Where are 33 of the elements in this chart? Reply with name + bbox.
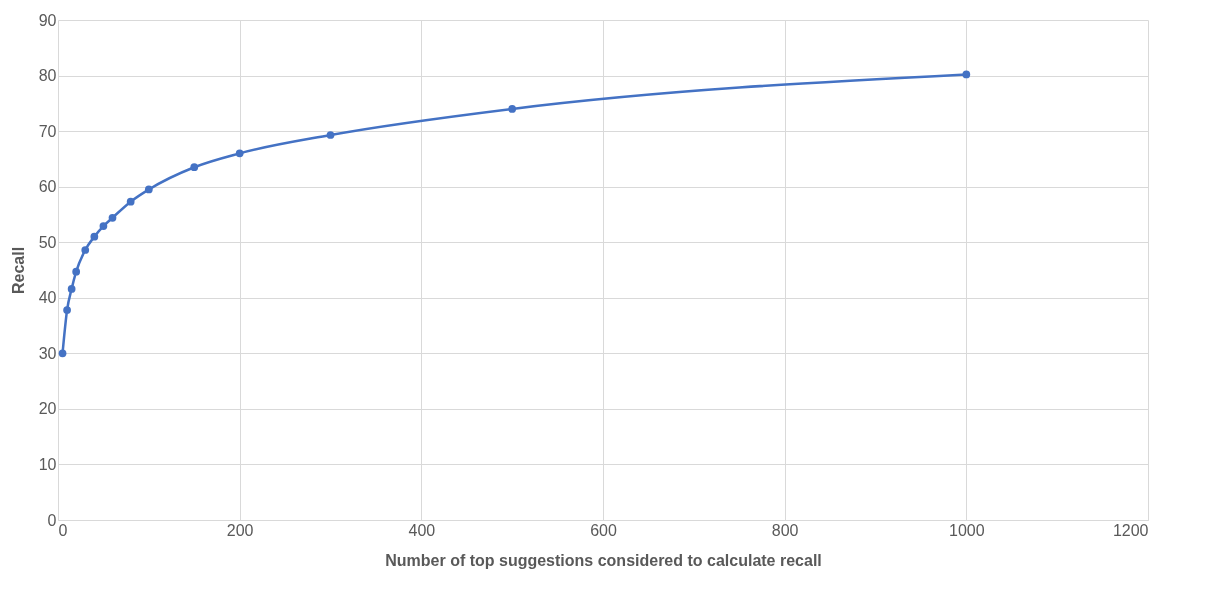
y-axis-title: Recall	[9, 246, 27, 295]
y-tick-label: 90	[38, 11, 57, 29]
x-tick-label: 400	[408, 521, 436, 539]
y-tick-label: 10	[38, 455, 57, 473]
point	[235, 149, 244, 158]
y-tick-label: 60	[38, 178, 57, 196]
x-tick-label: 1000	[949, 521, 985, 539]
x-tick-label: 0	[58, 521, 68, 539]
point	[326, 131, 335, 139]
x-axis-title: Number of top suggestions considered to calculate recall	[385, 551, 822, 569]
point	[90, 232, 99, 241]
y-tick-label: 20	[38, 400, 57, 418]
point	[81, 246, 90, 254]
x-tick-label: 600	[590, 521, 617, 539]
point	[67, 285, 76, 293]
point	[63, 306, 71, 314]
y-tick-label: 30	[38, 344, 57, 362]
point	[508, 105, 517, 113]
point	[144, 185, 153, 194]
y-tick-label: 40	[38, 289, 57, 307]
x-tick-label: 1200	[1112, 521, 1149, 539]
point	[190, 163, 199, 172]
point	[126, 197, 135, 206]
y-tick-label: 50	[38, 233, 57, 251]
point	[962, 70, 971, 79]
point	[99, 222, 108, 230]
point	[58, 349, 67, 358]
y-tick-label: 80	[38, 67, 57, 85]
y-tick-label: 70	[38, 122, 57, 140]
point	[108, 213, 117, 222]
x-tick-label: 800	[771, 521, 799, 539]
point	[72, 267, 81, 276]
x-tick-label: 200	[226, 521, 254, 539]
